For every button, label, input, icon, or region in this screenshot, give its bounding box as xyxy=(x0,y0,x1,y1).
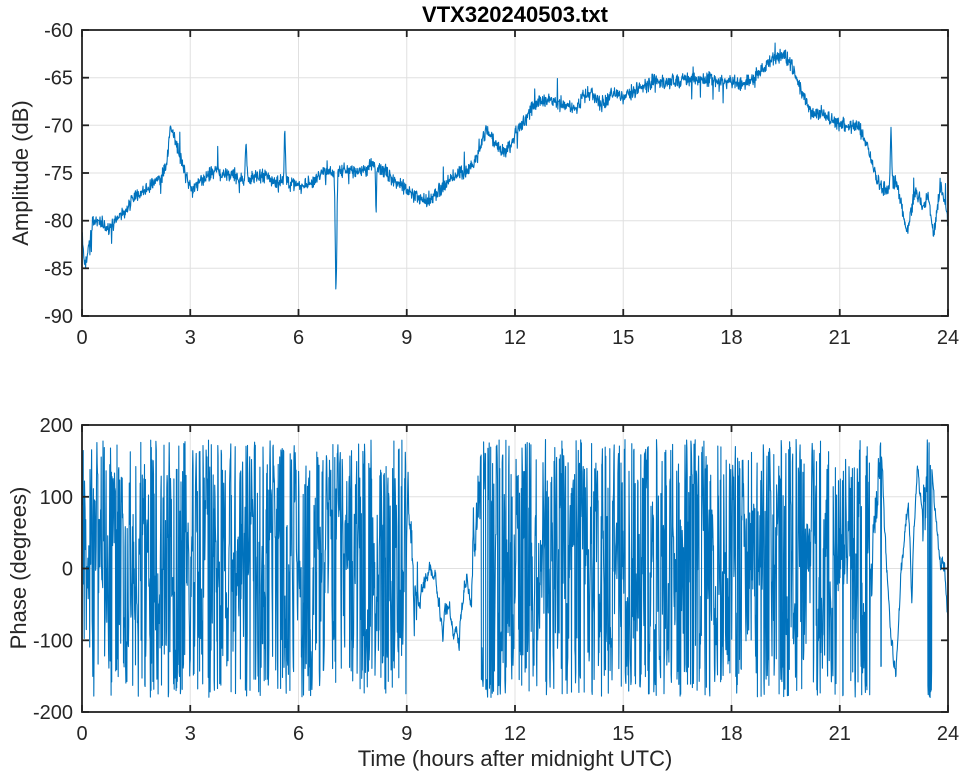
time-axis-label: Time (hours after midnight UTC) xyxy=(357,746,673,771)
phase-ticks xyxy=(81,424,949,713)
amplitude-trace xyxy=(82,42,948,290)
amplitude-ytick-label: -80 xyxy=(44,211,73,233)
amplitude-ytick-label: -65 xyxy=(44,68,73,90)
amplitude-axis-label: Amplitude (dB) xyxy=(8,100,33,246)
amplitude-xtick-label: 15 xyxy=(612,327,634,349)
phase-xtick-label: 0 xyxy=(76,723,87,745)
phase-xtick-label: 9 xyxy=(401,723,412,745)
amplitude-xtick-label: 21 xyxy=(829,327,851,349)
phase-ytick-label: 0 xyxy=(62,559,73,581)
phase-xtick-label: 18 xyxy=(720,723,742,745)
amplitude-xtick-label: 12 xyxy=(504,327,526,349)
phase-xtick-label: 6 xyxy=(293,723,304,745)
phase-xtick-label: 24 xyxy=(937,723,959,745)
phase-trace xyxy=(82,438,948,699)
amplitude-ytick-label: -70 xyxy=(44,115,73,137)
phase-tick-labels: 0 3 6 9 12 15 18 21 24 -200 -100 0 100 200 xyxy=(33,415,959,745)
amplitude-xtick-label: 9 xyxy=(401,327,412,349)
phase-xtick-label: 15 xyxy=(612,723,634,745)
phase-ytick-label: -200 xyxy=(33,702,73,724)
phase-xtick-label: 21 xyxy=(829,723,851,745)
amplitude-ytick-label: -90 xyxy=(44,306,73,328)
amplitude-ytick-label: -85 xyxy=(44,258,73,280)
amplitude-xtick-label: 18 xyxy=(720,327,742,349)
amplitude-xtick-label: 3 xyxy=(185,327,196,349)
amplitude-xtick-label: 24 xyxy=(937,327,959,349)
phase-axis-label: Phase (degrees) xyxy=(6,486,31,650)
amplitude-xtick-label: 6 xyxy=(293,327,304,349)
phase-ytick-label: 100 xyxy=(40,487,73,509)
amplitude-ticks xyxy=(81,29,949,317)
phase-xtick-label: 3 xyxy=(185,723,196,745)
amplitude-grid xyxy=(82,30,948,316)
amplitude-ytick-label: -75 xyxy=(44,163,73,185)
amplitude-xtick-label: 0 xyxy=(76,327,87,349)
phase-ytick-label: -100 xyxy=(33,630,73,652)
figure-title: VTX320240503.txt xyxy=(422,2,608,27)
amplitude-tick-labels: 0 3 6 9 12 15 18 21 24 -90 -85 -80 -75 -70 -65 -60 xyxy=(44,20,959,349)
phase-ytick-label: 200 xyxy=(40,415,73,437)
phase-xtick-label: 12 xyxy=(504,723,526,745)
amplitude-ytick-label: -60 xyxy=(44,20,73,42)
